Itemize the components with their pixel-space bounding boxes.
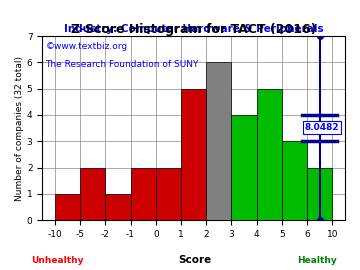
- Text: Score: Score: [178, 255, 211, 265]
- Text: ©www.textbiz.org: ©www.textbiz.org: [45, 42, 127, 50]
- Bar: [105, 194, 131, 220]
- Bar: [131, 167, 156, 220]
- Text: The Research Foundation of SUNY: The Research Foundation of SUNY: [45, 60, 199, 69]
- Bar: [257, 89, 282, 220]
- Bar: [156, 167, 181, 220]
- Text: 8.0482: 8.0482: [305, 123, 339, 132]
- Bar: [307, 167, 332, 220]
- Bar: [181, 89, 206, 220]
- Bar: [80, 167, 105, 220]
- Bar: [55, 194, 80, 220]
- Text: Unhealthy: Unhealthy: [31, 256, 84, 265]
- Text: Healthy: Healthy: [297, 256, 337, 265]
- Bar: [282, 141, 307, 220]
- Bar: [206, 62, 231, 220]
- Y-axis label: Number of companies (32 total): Number of companies (32 total): [15, 56, 24, 201]
- Title: Z-Score Histogram for TACT (2016): Z-Score Histogram for TACT (2016): [71, 23, 316, 36]
- Text: Industry: Computer Hardware & Peripherals: Industry: Computer Hardware & Peripheral…: [64, 24, 323, 34]
- Bar: [231, 115, 257, 220]
